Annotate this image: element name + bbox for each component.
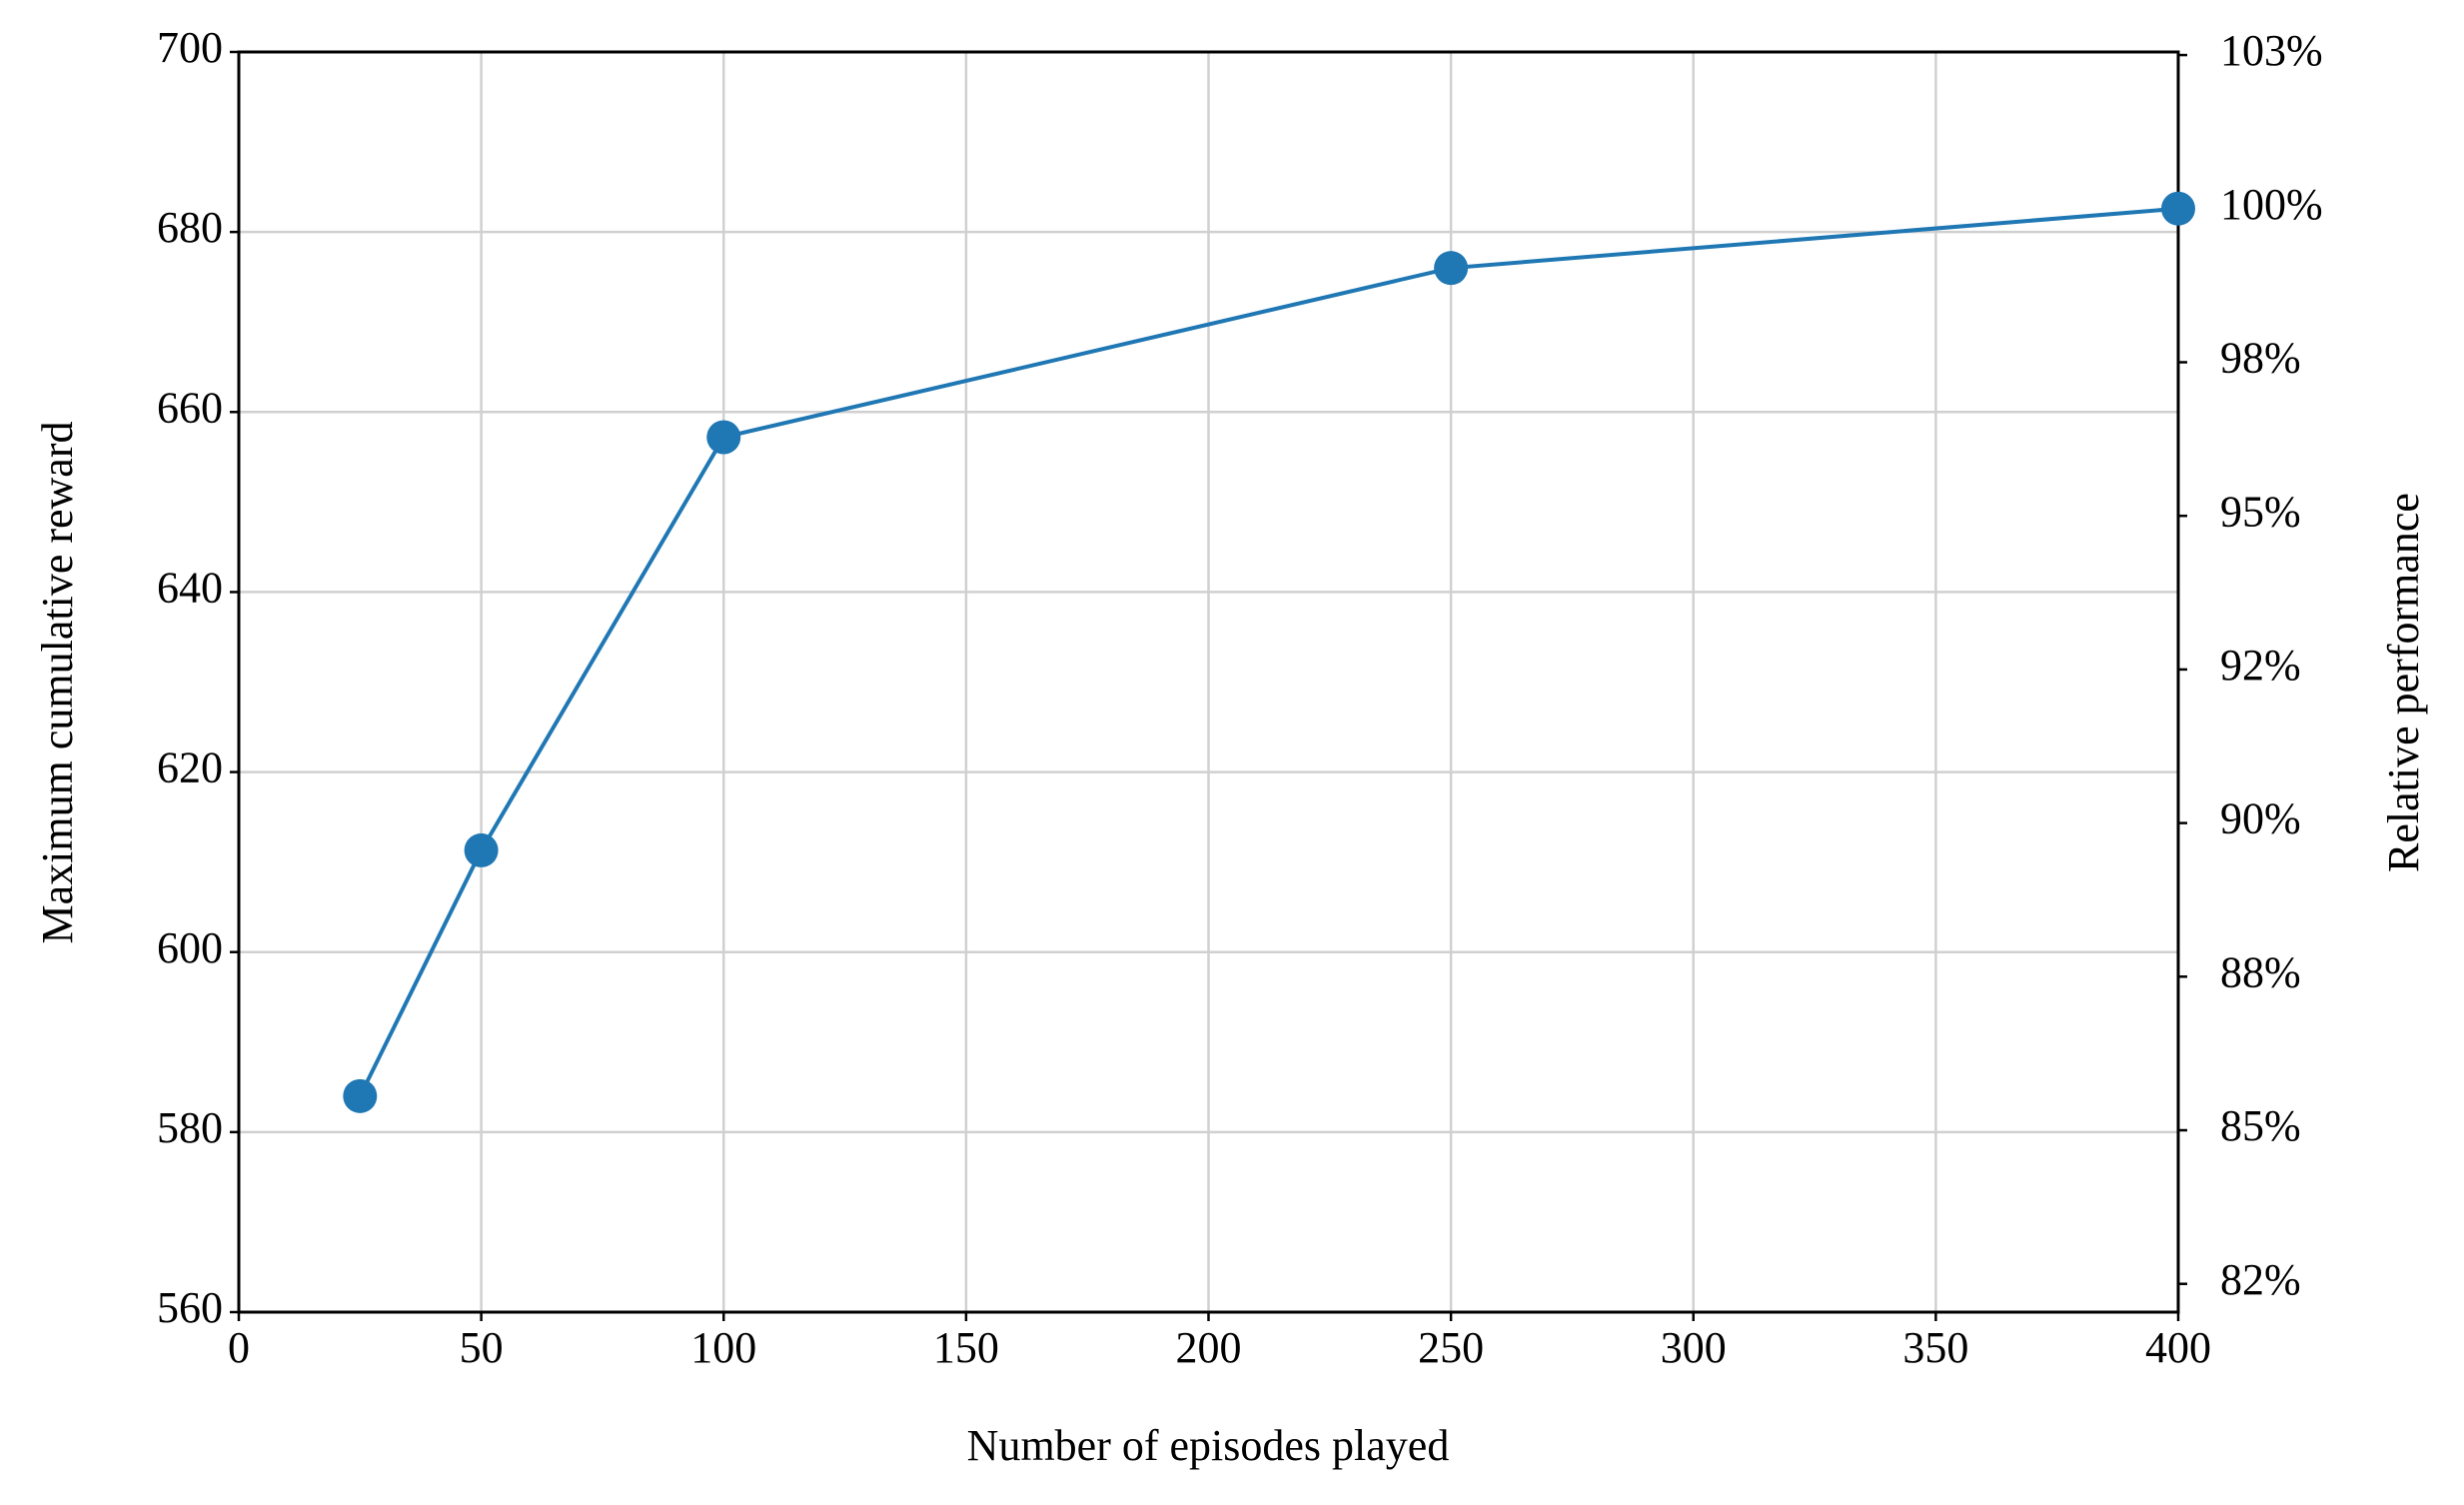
x-tick-label: 250 (1418, 1323, 1484, 1372)
x-tick-label: 350 (1902, 1323, 1968, 1372)
y2-tick-label: 95% (2220, 487, 2301, 536)
marker (2161, 191, 2195, 226)
plot-frame (237, 50, 2180, 1314)
x-tick-label: 400 (2145, 1323, 2211, 1372)
x-tick-label: 300 (1661, 1323, 1727, 1372)
x-tick-label: 50 (460, 1323, 504, 1372)
y-axis-label: Maximum cumulative reward (33, 422, 82, 944)
line (358, 206, 2179, 1097)
marker (1434, 251, 1469, 286)
y2-tick-label: 92% (2220, 641, 2301, 690)
marker (706, 420, 741, 455)
y2-tick-label: 98% (2220, 334, 2301, 383)
y-tick-label: 700 (157, 23, 223, 72)
y2-tick-label: 103% (2220, 26, 2323, 75)
y-tick-label: 620 (157, 744, 223, 792)
x-tick-label: 100 (690, 1323, 756, 1372)
marker (464, 832, 499, 867)
y-tick-label: 580 (157, 1103, 223, 1152)
y2-tick-label: 82% (2220, 1255, 2301, 1304)
x-tick-label: 0 (228, 1323, 250, 1372)
y-tick-label: 680 (157, 203, 223, 252)
marker (343, 1078, 378, 1113)
y-tick-label: 600 (157, 923, 223, 972)
y-tick-label: 560 (157, 1283, 223, 1332)
y-tick-label: 660 (157, 383, 223, 432)
y2-axis-label: Relative performance (2379, 493, 2428, 872)
y2-tick-label: 90% (2220, 794, 2301, 843)
y2-tick-label: 100% (2220, 180, 2323, 229)
y-tick-label: 640 (157, 564, 223, 613)
x-axis-label: Number of episodes played (967, 1421, 1450, 1470)
x-tick-label: 200 (1176, 1323, 1242, 1372)
y2-tick-label: 85% (2220, 1101, 2301, 1150)
y2-tick-label: 88% (2220, 947, 2301, 996)
x-tick-label: 150 (933, 1323, 999, 1372)
